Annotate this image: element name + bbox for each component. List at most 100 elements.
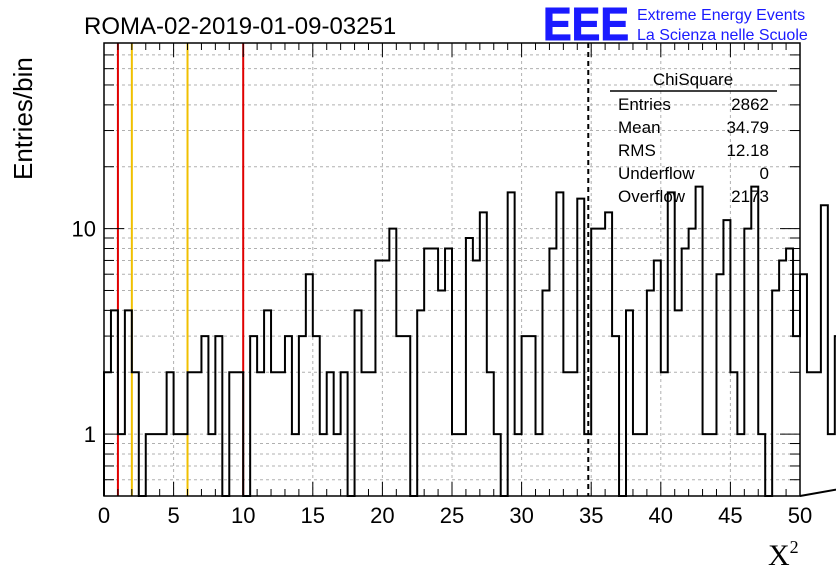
histogram-bin (188, 372, 195, 496)
histogram-bin (236, 372, 243, 496)
histogram-bin (682, 249, 689, 496)
histogram-bin (570, 372, 577, 496)
histogram-bin (710, 434, 717, 496)
histogram-bin (167, 372, 174, 496)
histogram-bin (480, 212, 487, 496)
histogram-bin (716, 274, 723, 496)
histogram-bin (389, 229, 396, 496)
y-tick-label: 10 (72, 217, 96, 242)
stats-box: ChiSquare Entries 2862 Mean 34.79 RMS 12… (610, 70, 777, 206)
logo-line-1: Extreme Energy Events (637, 7, 805, 24)
x-tick-label: 10 (231, 503, 255, 528)
histogram-bin (160, 434, 167, 496)
histogram-bin (605, 212, 612, 496)
histogram-bin (793, 336, 800, 496)
histogram-bin (633, 434, 640, 496)
histogram-bin (522, 336, 529, 496)
x-tick-label: 45 (718, 503, 742, 528)
histogram-bin (271, 372, 278, 496)
histogram-bin (215, 336, 222, 496)
histogram-bin (201, 336, 208, 496)
histogram-bin (786, 249, 793, 496)
histogram-bin (772, 290, 779, 496)
histogram-bin (751, 187, 758, 496)
stats-value-entries: 2862 (731, 95, 769, 114)
histogram-bin (334, 434, 341, 496)
histogram-bin (807, 372, 814, 496)
histogram-bin (285, 336, 292, 496)
histogram-bin (549, 249, 556, 496)
histogram-bin (598, 229, 605, 496)
histogram-bin (466, 238, 473, 496)
x-axis-label-superscript: 2 (790, 537, 799, 557)
histogram-bin (563, 372, 570, 496)
x-tick-label: 40 (649, 503, 673, 528)
histogram-bin (341, 372, 348, 496)
x-tick-label: 35 (579, 503, 603, 528)
histogram-bin (403, 336, 410, 496)
x-axis-label-main: X (768, 539, 790, 572)
x-tick-label: 30 (509, 503, 533, 528)
histogram-bin (292, 434, 299, 496)
histogram-bin (250, 336, 257, 496)
histogram-bin (814, 372, 821, 496)
histogram-bin (118, 434, 125, 496)
stats-value-underflow: 0 (760, 164, 769, 183)
histogram-bin (459, 434, 466, 496)
histogram-bin (125, 310, 132, 496)
stats-value-mean: 34.79 (726, 118, 769, 137)
stats-value-rms: 12.18 (726, 141, 769, 160)
x-tick-label: 25 (440, 503, 464, 528)
histogram-bin (494, 434, 501, 496)
histogram-bin (313, 336, 320, 496)
histogram-bin (703, 434, 710, 496)
x-axis-label: X2 (768, 537, 799, 572)
histogram-bin (299, 336, 306, 496)
histogram-series-line (103, 185, 836, 497)
histogram-bin (278, 372, 285, 496)
histogram-bin (382, 260, 389, 496)
stats-label-underflow: Underflow (618, 164, 695, 183)
histogram-bin (529, 336, 536, 496)
histogram-bin (591, 229, 598, 496)
histogram-bin (647, 290, 654, 496)
histogram-bin (208, 434, 215, 496)
histogram-bin (626, 310, 633, 496)
x-tick-label: 20 (370, 503, 394, 528)
histogram-bin (487, 372, 494, 496)
x-tick-label: 15 (301, 503, 325, 528)
histogram-bin (368, 372, 375, 496)
histogram-bin (132, 372, 139, 496)
histogram-bin (800, 274, 807, 496)
stats-label-mean: Mean (618, 118, 661, 137)
histogram-bin (515, 434, 522, 496)
histogram-bin (758, 434, 765, 496)
histogram-bin (111, 310, 118, 496)
axes: 0 5 10 15 20 25 30 35 40 45 50 1 10 (72, 43, 812, 528)
histogram-bin (661, 372, 668, 496)
histogram-bin (306, 274, 313, 496)
stats-label-rms: RMS (618, 141, 656, 160)
histogram-bin (744, 229, 751, 496)
histogram-bin (146, 434, 153, 496)
histogram-bin (174, 434, 181, 496)
stats-value-overflow: 2173 (731, 187, 769, 206)
x-tick-label: 5 (167, 503, 179, 528)
histogram-bin (723, 220, 730, 496)
histogram-bin (584, 434, 591, 496)
histogram-bin (396, 336, 403, 496)
histogram-bin (577, 199, 584, 496)
histogram-bin (473, 260, 480, 496)
histogram-bin (612, 336, 619, 496)
histogram-bin (730, 372, 737, 496)
histogram-bin (675, 310, 682, 496)
histogram-bin (153, 434, 160, 496)
logo-line-2: La Scienza nelle Scuole (637, 27, 808, 44)
histogram-bin (181, 434, 188, 496)
histogram-bin (689, 229, 696, 496)
histogram-bin (194, 372, 201, 496)
eee-logo: EEE Extreme Energy Events La Scienza nel… (543, 0, 808, 51)
y-axis-label: Entries/bin (8, 57, 38, 180)
histogram-bin (362, 372, 369, 496)
